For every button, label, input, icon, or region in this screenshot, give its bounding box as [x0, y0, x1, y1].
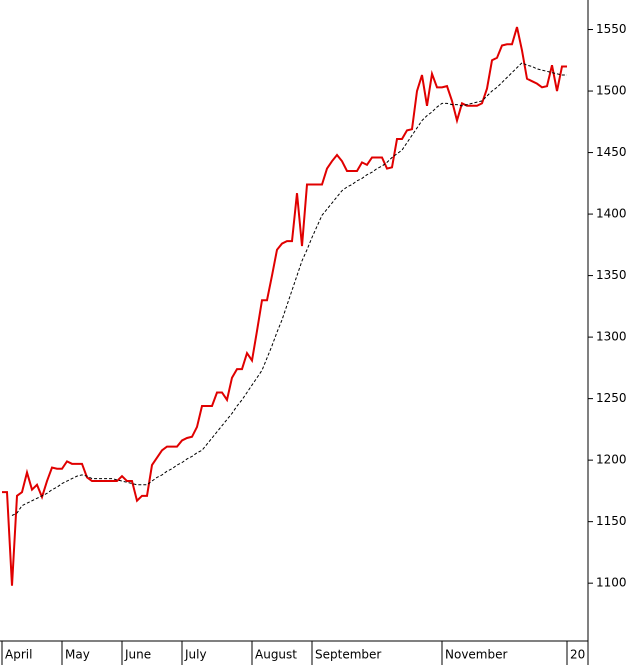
y-tick-label: 1350 [596, 268, 627, 282]
y-tick-label: 1200 [596, 453, 627, 467]
y-tick-label: 1500 [596, 84, 627, 98]
x-tick-label: June [124, 648, 151, 662]
x-tick-label: May [65, 648, 90, 662]
y-tick-label: 1250 [596, 391, 627, 405]
series-line [11, 62, 567, 516]
x-tick-label: July [184, 648, 207, 662]
x-tick-label: September [315, 648, 381, 662]
y-tick-label: 1300 [596, 330, 627, 344]
y-tick-label: 1550 [596, 22, 627, 36]
y-tick-label: 1400 [596, 207, 627, 221]
y-tick-label: 1450 [596, 145, 627, 159]
y-tick-label: 1100 [596, 576, 627, 590]
series-line [2, 26, 567, 586]
x-tick-label: November [445, 648, 507, 662]
y-tick-label: 1150 [596, 514, 627, 528]
x-tick-label: 20 [570, 648, 585, 662]
x-tick-label: April [5, 648, 32, 662]
x-tick-label: August [255, 648, 297, 662]
